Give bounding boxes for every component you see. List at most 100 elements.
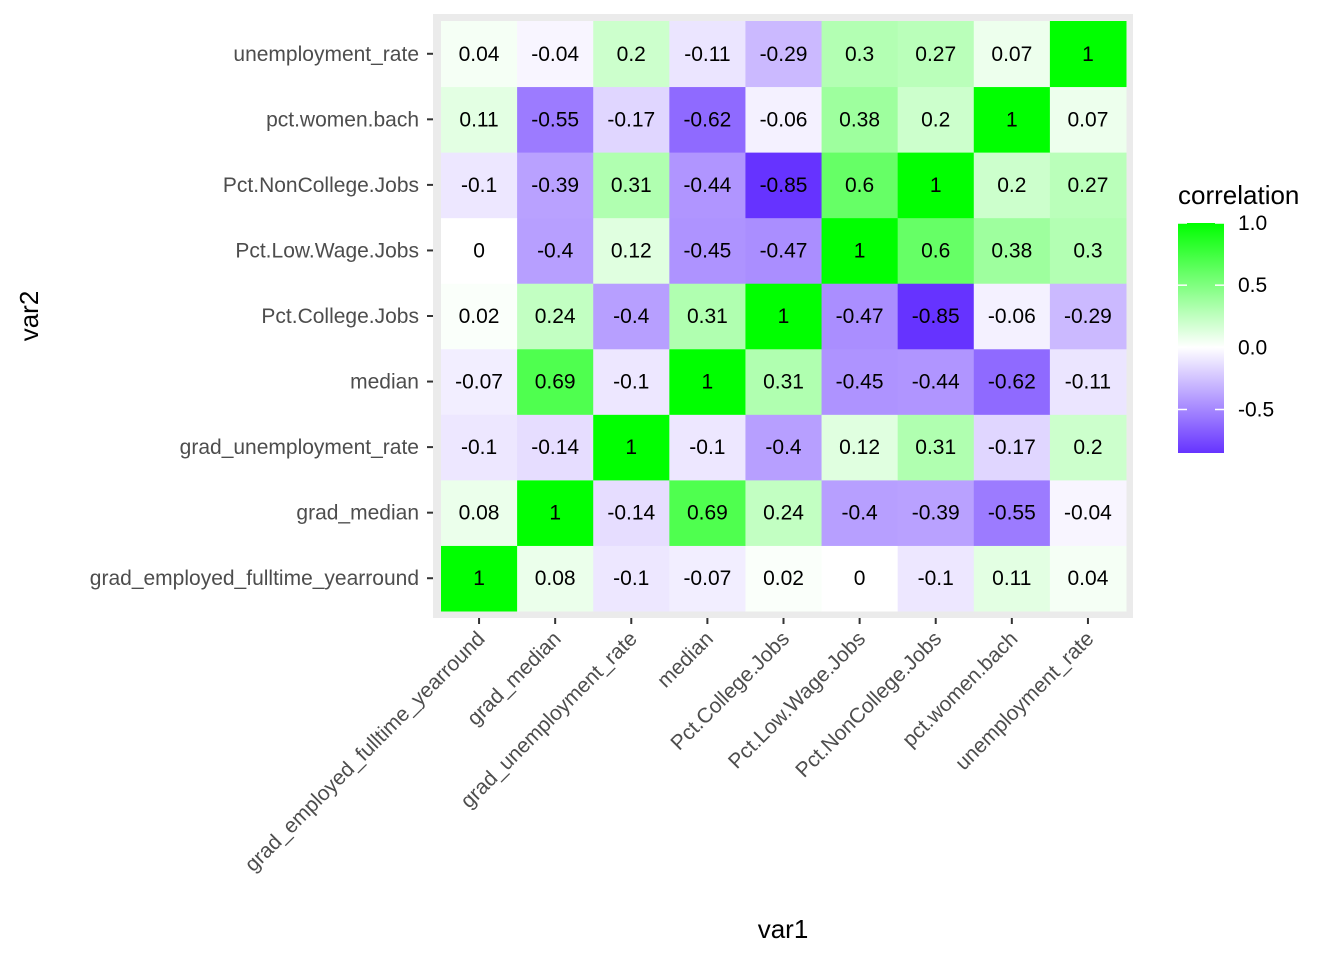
cell-value-label: 1 xyxy=(930,174,942,197)
cell-value-label: -0.04 xyxy=(531,43,579,66)
cell-value-label: 0.38 xyxy=(839,108,880,131)
cell-value-label: -0.47 xyxy=(836,305,884,328)
legend-colorbar xyxy=(1178,223,1224,453)
y-tick-label: grad_median xyxy=(296,502,419,525)
legend-tick-label: 1.0 xyxy=(1238,212,1267,235)
cell-value-label: 1 xyxy=(473,567,485,590)
cell-value-label: 0.02 xyxy=(459,305,500,328)
cell-value-label: -0.4 xyxy=(537,239,574,262)
cell-value-label: 0.11 xyxy=(459,108,498,131)
cell-value-label: 0 xyxy=(473,239,485,262)
cell-value-label: -0.62 xyxy=(683,108,731,131)
heatmap-cell-grad_employed_fulltime_yearround-Pct.NonCollege.Jobs xyxy=(441,152,518,219)
heatmap-cell-unemployment_rate-Pct.Low.Wage.Jobs xyxy=(1049,217,1127,284)
heatmap-cell-Pct.College.Jobs-Pct.NonCollege.Jobs xyxy=(745,152,823,219)
cell-value-label: 0.04 xyxy=(459,43,500,66)
cell-value-label: 1 xyxy=(702,371,714,394)
heatmap-cell-Pct.Low.Wage.Jobs-median xyxy=(821,348,899,415)
heatmap-cell-grad_median-grad_median xyxy=(517,479,594,546)
heatmap-cell-median-Pct.College.Jobs xyxy=(669,283,746,350)
heatmap-cell-grad_median-Pct.College.Jobs xyxy=(517,283,594,350)
heatmap-cell-pct.women.bach-grad_unemployment_rate xyxy=(973,414,1051,481)
heatmap-cell-grad_median-grad_employed_fulltime_yearround xyxy=(517,545,594,612)
cell-value-label: -0.44 xyxy=(912,371,960,394)
cell-value-label: 0.31 xyxy=(915,436,956,459)
cell-value-label: 0.69 xyxy=(687,502,728,525)
heatmap-cell-pct.women.bach-Pct.Low.Wage.Jobs xyxy=(973,217,1051,284)
heatmap-cell-grad_employed_fulltime_yearround-Pct.College.Jobs xyxy=(441,283,518,350)
x-axis-title: var1 xyxy=(758,914,809,944)
x-tick-label: unemployment_rate xyxy=(951,627,1099,775)
cell-value-label: -0.1 xyxy=(689,436,725,459)
cell-value-label: 0.27 xyxy=(915,43,956,66)
cell-value-label: -0.1 xyxy=(461,436,497,459)
y-tick-label: Pct.College.Jobs xyxy=(261,305,419,328)
heatmap-cell-grad_unemployment_rate-median xyxy=(593,348,670,415)
heatmap-cell-Pct.Low.Wage.Jobs-grad_unemployment_rate xyxy=(821,414,899,481)
heatmap-cell-grad_unemployment_rate-Pct.College.Jobs xyxy=(593,283,670,350)
heatmap-cell-median-grad_employed_fulltime_yearround xyxy=(669,545,746,612)
cell-value-label: -0.39 xyxy=(912,502,960,525)
cell-value-label: -0.06 xyxy=(760,108,808,131)
heatmap-cell-median-grad_median xyxy=(669,479,746,546)
cell-value-label: -0.4 xyxy=(765,436,802,459)
heatmap-cell-Pct.Low.Wage.Jobs-Pct.College.Jobs xyxy=(821,283,899,350)
y-axis: grad_employed_fulltime_yearround grad_med… xyxy=(90,43,433,590)
heatmap-cell-grad_employed_fulltime_yearround-pct.women.bach xyxy=(441,86,518,153)
heatmap-cell-Pct.NonCollege.Jobs-grad_unemployment_rate xyxy=(897,414,975,481)
heatmap-cell-median-median xyxy=(669,348,746,415)
heatmap-cell-grad_median-unemployment_rate xyxy=(517,21,594,88)
y-tick-label: unemployment_rate xyxy=(233,43,419,66)
cell-value-label: -0.45 xyxy=(836,371,884,394)
cell-value-label: 0.2 xyxy=(921,108,950,131)
cell-value-label: 0.3 xyxy=(1073,239,1102,262)
legend-ticks: 1.0 0.5 0.0 -0.5 xyxy=(1178,212,1274,421)
heatmap-cell-unemployment_rate-grad_median xyxy=(1049,479,1127,546)
heatmap-cell-median-Pct.Low.Wage.Jobs xyxy=(669,217,746,284)
heatmap-cell-grad_unemployment_rate-unemployment_rate xyxy=(593,21,670,88)
cell-value-label: 0.2 xyxy=(617,43,646,66)
heatmap-cell-Pct.Low.Wage.Jobs-grad_median xyxy=(821,479,899,546)
heatmap-cell-unemployment_rate-grad_unemployment_rate xyxy=(1049,414,1127,481)
cell-value-label: 0.31 xyxy=(687,305,728,328)
heatmap-cells: 1 0.08 -0.1 -0.07 0.02 0 -0.1 0.11 0.04 0.08 1 -0.1… xyxy=(441,21,1127,612)
cell-value-label: 0.27 xyxy=(1068,174,1109,197)
heatmap-cell-Pct.NonCollege.Jobs-median xyxy=(897,348,975,415)
legend: correlation 1.0 0.5 0.0 -0.5 xyxy=(1178,180,1299,453)
cell-value-label: -0.1 xyxy=(613,567,649,590)
legend-tick-label: -0.5 xyxy=(1238,398,1274,421)
heatmap-cell-Pct.College.Jobs-Pct.College.Jobs xyxy=(745,283,823,350)
heatmap-cell-unemployment_rate-unemployment_rate xyxy=(1049,21,1127,88)
cell-value-label: 1 xyxy=(625,436,637,459)
heatmap-cell-unemployment_rate-Pct.College.Jobs xyxy=(1049,283,1127,350)
cell-value-label: -0.4 xyxy=(613,305,650,328)
cell-value-label: -0.11 xyxy=(1065,371,1111,394)
cell-value-label: -0.29 xyxy=(1064,305,1112,328)
x-tick-label: Pct.Low.Wage.Jobs xyxy=(724,627,870,773)
heatmap-cell-grad_unemployment_rate-grad_employed_fulltime_yearround xyxy=(593,545,670,612)
heatmap-cell-unemployment_rate-Pct.NonCollege.Jobs xyxy=(1049,152,1127,219)
heatmap-cell-grad_unemployment_rate-pct.women.bach xyxy=(593,86,670,153)
heatmap-cell-Pct.NonCollege.Jobs-Pct.College.Jobs xyxy=(897,283,975,350)
heatmap-cell-unemployment_rate-pct.women.bach xyxy=(1049,86,1127,153)
heatmap-cell-pct.women.bach-Pct.College.Jobs xyxy=(973,283,1051,350)
heatmap-cell-Pct.NonCollege.Jobs-grad_employed_fulltime_yearround xyxy=(897,545,975,612)
cell-value-label: -0.47 xyxy=(760,239,808,262)
heatmap-cell-Pct.Low.Wage.Jobs-pct.women.bach xyxy=(821,86,899,153)
cell-value-label: 1 xyxy=(1082,43,1094,66)
cell-value-label: -0.17 xyxy=(607,108,655,131)
heatmap-cell-Pct.NonCollege.Jobs-unemployment_rate xyxy=(897,21,975,88)
x-tick-label: grad_employed_fulltime_yearround xyxy=(241,627,490,876)
y-tick-label: grad_employed_fulltime_yearround xyxy=(90,567,419,590)
heatmap-cell-grad_employed_fulltime_yearround-unemployment_rate xyxy=(441,21,518,88)
cell-value-label: 0.12 xyxy=(611,239,652,262)
cell-value-label: 0.08 xyxy=(535,567,576,590)
cell-value-label: -0.1 xyxy=(918,567,954,590)
x-tick-label: Pct.NonCollege.Jobs xyxy=(791,627,946,782)
heatmap-cell-grad_employed_fulltime_yearround-median xyxy=(441,348,518,415)
heatmap-cell-grad_median-Pct.Low.Wage.Jobs xyxy=(517,217,594,284)
cell-value-label: -0.85 xyxy=(912,305,960,328)
cell-value-label: -0.1 xyxy=(613,371,649,394)
cell-value-label: 0.6 xyxy=(921,239,950,262)
cell-value-label: 0.07 xyxy=(991,43,1032,66)
